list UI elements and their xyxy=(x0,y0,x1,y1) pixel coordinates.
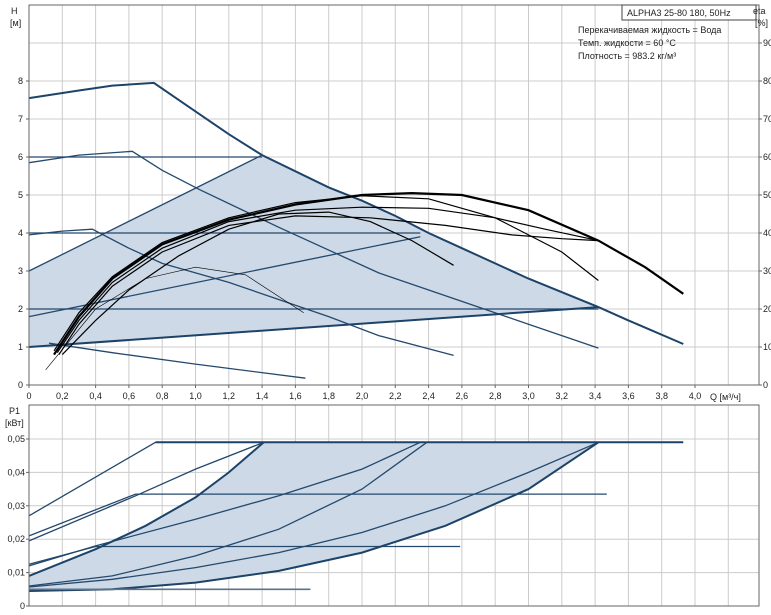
y-tick-label: 6 xyxy=(18,152,23,162)
y-tick-label: 4 xyxy=(18,228,23,238)
y-tick-label: 0,05 xyxy=(7,434,25,444)
power-plot-axes: 0 0,01 0,02 0,03 0,04 0,05 xyxy=(7,404,760,611)
y-tick-label: 7 xyxy=(18,114,23,124)
annotation-fluid: Перекачиваемая жидкость = Вода xyxy=(578,25,721,35)
operating-area xyxy=(29,442,599,591)
y-tick-label: 0,02 xyxy=(7,534,25,544)
y-tick-label: 5 xyxy=(18,190,23,200)
x-tick-label: 1,8 xyxy=(322,391,335,401)
power-curve xyxy=(28,441,421,567)
power-curve xyxy=(28,441,156,517)
head-curve xyxy=(28,150,599,349)
x-tick-label: 3,2 xyxy=(556,391,569,401)
y2-axis-unit: [%] xyxy=(755,18,768,28)
y2-tick-label: 50 xyxy=(763,190,771,200)
y-tick-label: 2 xyxy=(18,304,23,314)
y-tick-label: 3 xyxy=(18,266,23,276)
head-curve xyxy=(28,306,599,348)
x-tick-label: 1,6 xyxy=(289,391,302,401)
y2-tick-label: 10 xyxy=(763,342,771,352)
y-tick-label: 0,01 xyxy=(7,568,25,578)
y-tick-label: 0,03 xyxy=(7,501,25,511)
power-curve xyxy=(28,441,265,542)
head-curve xyxy=(28,154,263,272)
efficiency-curve xyxy=(61,211,454,356)
x-tick-label: 4,0 xyxy=(689,391,702,401)
x-tick-label: 2,2 xyxy=(389,391,402,401)
y2-tick-label: 60 xyxy=(763,152,771,162)
efficiency-curve xyxy=(53,195,599,352)
p1-axis-unit: [кВт] xyxy=(5,418,24,428)
y2-axis-label: eta xyxy=(753,6,766,16)
x-tick-label: 3,4 xyxy=(589,391,602,401)
title-box xyxy=(621,4,757,21)
y2-tick-label: 80 xyxy=(763,76,771,86)
x-tick-label: 1,2 xyxy=(223,391,236,401)
y2-tick-label: 90 xyxy=(763,38,771,48)
x-tick-label: 3,6 xyxy=(622,391,635,401)
head-curve xyxy=(28,228,454,357)
y-tick-label: 0 xyxy=(18,380,23,390)
efficiency-curve xyxy=(45,266,304,370)
annotation-density: Плотность = 983.2 кг/м³ xyxy=(578,51,676,61)
efficiency-curve xyxy=(56,206,599,354)
x-tick-label: 2,8 xyxy=(489,391,502,401)
power-curve xyxy=(28,441,265,577)
y2-tick-label: 30 xyxy=(763,266,771,276)
y2-tick-label: 70 xyxy=(763,114,771,124)
x-tick-label: 2,6 xyxy=(456,391,469,401)
power-curves xyxy=(28,441,684,592)
y2-tick-label: 20 xyxy=(763,304,771,314)
x-tick-label: 0,6 xyxy=(123,391,136,401)
head-plot-axes: 0 0,2 0,4 0,6 0,8 1,0 1,2 1,4 1,6 1,8 2,0 2,2 2,4 2,6… xyxy=(18,4,771,401)
x-tick-label: 3,8 xyxy=(655,391,668,401)
power-curve xyxy=(28,441,428,587)
y-tick-label: 0 xyxy=(20,601,25,611)
efficiency-curve xyxy=(58,215,599,355)
chart-title: ALPHA3 25-80 180, 50Hz xyxy=(627,8,731,18)
power-curve xyxy=(28,493,607,537)
power-curve xyxy=(28,441,599,592)
x-tick-label: 0 xyxy=(26,391,31,401)
y-axis-unit: [м] xyxy=(10,18,21,28)
efficiency-curves xyxy=(45,191,684,370)
x-tick-label: 0,4 xyxy=(89,391,102,401)
y2-tick-label: 40 xyxy=(763,228,771,238)
x-tick-label: 0,2 xyxy=(56,391,69,401)
y-axis-label: H xyxy=(11,6,18,16)
power-operating-area xyxy=(29,442,599,591)
x-tick-label: 3,0 xyxy=(522,391,535,401)
annotation-temp: Темп. жидкости = 60 °C xyxy=(578,38,676,48)
x-axis-label: Q [м³/ч] xyxy=(710,392,741,402)
head-curve xyxy=(28,81,684,345)
x-tick-label: 2,0 xyxy=(356,391,369,401)
x-tick-label: 1,4 xyxy=(256,391,269,401)
x-tick-label: 1,0 xyxy=(189,391,202,401)
y-tick-label: 8 xyxy=(18,76,23,86)
y-tick-label: 0,04 xyxy=(7,467,25,477)
head-curve xyxy=(48,342,306,379)
y2-tick-label: 0 xyxy=(763,380,768,390)
p1-axis-label: P1 xyxy=(9,406,20,416)
x-tick-label: 0,8 xyxy=(156,391,169,401)
x-tick-label: 2,4 xyxy=(422,391,435,401)
power-curve xyxy=(28,441,599,588)
y-tick-label: 1 xyxy=(18,342,23,352)
head-curves xyxy=(28,81,684,379)
